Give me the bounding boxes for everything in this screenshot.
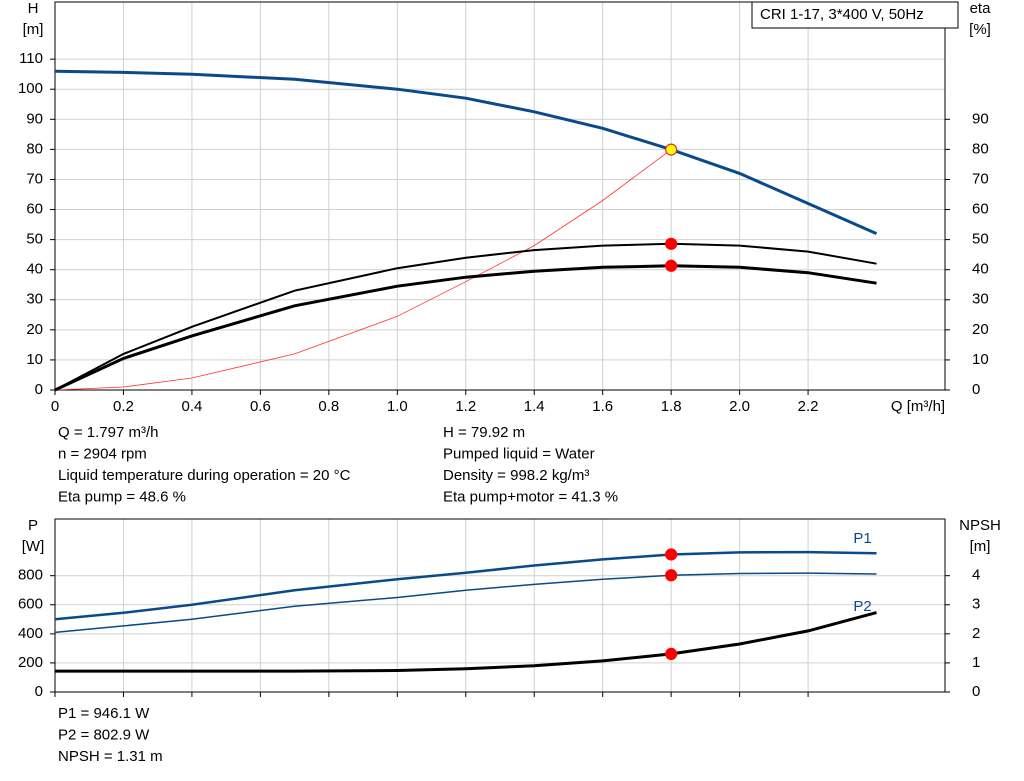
y-tick-label: 30 [26, 291, 43, 308]
y-tick-label: 20 [26, 321, 43, 338]
y-tick-label: 0 [35, 683, 43, 700]
operating-point [665, 569, 678, 582]
y2-tick-label: 60 [972, 201, 989, 218]
info-text: P1 = 946.1 W [58, 705, 150, 722]
x-tick-label: 1.0 [387, 398, 408, 415]
y2-axis-label: [%] [969, 21, 991, 38]
operating-point [665, 237, 678, 250]
y2-tick-label: 90 [972, 110, 989, 127]
x-tick-label: 0.6 [250, 398, 271, 415]
info-text: Density = 998.2 kg/m³ [443, 467, 589, 484]
x-axis-label: Q [m³/h] [891, 398, 945, 415]
info-text: P2 = 802.9 W [58, 726, 150, 743]
info-text: Eta pump = 48.6 % [58, 488, 186, 505]
info-text: NPSH = 1.31 m [58, 748, 163, 765]
x-tick-label: 0.4 [181, 398, 202, 415]
y-tick-label: 200 [18, 654, 43, 671]
x-tick-label: 0 [51, 398, 59, 415]
info-text: Pumped liquid = Water [443, 445, 595, 462]
y-axis-label: [W] [22, 538, 45, 555]
y2-tick-label: 10 [972, 351, 989, 368]
info-text: Liquid temperature during operation = 20… [58, 467, 351, 484]
y-tick-label: 110 [19, 50, 43, 67]
plot-frame [54, 1, 946, 391]
y2-tick-label: 80 [972, 140, 989, 157]
y-tick-label: 80 [26, 140, 43, 157]
operating-point [665, 259, 678, 272]
curve [54, 242, 877, 391]
title-box [751, 1, 959, 29]
y-axis-label: P [28, 517, 38, 534]
info-text: Q = 1.797 m³/h [58, 424, 158, 441]
operating-point [665, 647, 678, 661]
y-tick-label: 0 [35, 381, 43, 398]
y-tick-label: 60 [26, 201, 43, 218]
y-tick-label: 40 [26, 261, 43, 278]
y2-tick-label: 40 [972, 261, 989, 278]
x-tick-label: 0.8 [318, 398, 339, 415]
curve [54, 572, 877, 634]
plot-frame [54, 518, 946, 693]
x-tick-label: 2.0 [729, 398, 750, 415]
y2-tick-label: 0 [972, 381, 980, 398]
operating-point [665, 143, 678, 156]
y-tick-label: 600 [18, 596, 43, 613]
curve [54, 149, 672, 391]
y-axis-label: [m] [23, 21, 44, 38]
y2-tick-label: 0 [972, 683, 980, 700]
y-tick-label: 70 [26, 170, 43, 187]
y2-tick-label: 50 [972, 231, 989, 248]
y-tick-label: 100 [18, 80, 43, 97]
y-tick-label: 50 [26, 231, 43, 248]
x-tick-label: 1.2 [455, 398, 476, 415]
info-text: n = 2904 rpm [58, 445, 147, 462]
operating-point [665, 548, 678, 561]
y2-tick-label: 2 [972, 625, 980, 642]
y2-tick-label: 20 [972, 321, 989, 338]
y2-tick-label: 3 [972, 596, 980, 613]
chart-title: CRI 1-17, 3*400 V, 50Hz [760, 6, 924, 23]
x-tick-label: 1.4 [524, 398, 545, 415]
y2-axis-label: [m] [970, 538, 991, 555]
y-tick-label: 800 [18, 567, 43, 584]
y2-tick-label: 4 [972, 567, 980, 584]
y-tick-label: 90 [26, 110, 43, 127]
curve [54, 69, 878, 235]
info-text: H = 79.92 m [443, 424, 525, 441]
y-axis-label: H [28, 0, 39, 17]
series-label: P1 [853, 530, 871, 547]
series-label: P2 [853, 598, 871, 615]
curve [54, 550, 877, 621]
y-tick-label: 400 [18, 625, 43, 642]
x-tick-label: 0.2 [113, 398, 134, 415]
y2-axis-label: eta [970, 0, 992, 17]
x-tick-label: 2.2 [798, 398, 819, 415]
y2-tick-label: 1 [972, 654, 980, 671]
curve [54, 264, 877, 392]
x-tick-label: 1.6 [592, 398, 613, 415]
y2-tick-label: 30 [972, 291, 989, 308]
curve [55, 611, 877, 673]
y-tick-label: 10 [26, 351, 43, 368]
x-tick-label: 1.8 [661, 398, 682, 415]
y2-axis-label: NPSH [959, 517, 1001, 534]
info-text: Eta pump+motor = 41.3 % [443, 488, 618, 505]
y2-tick-label: 70 [972, 170, 989, 187]
